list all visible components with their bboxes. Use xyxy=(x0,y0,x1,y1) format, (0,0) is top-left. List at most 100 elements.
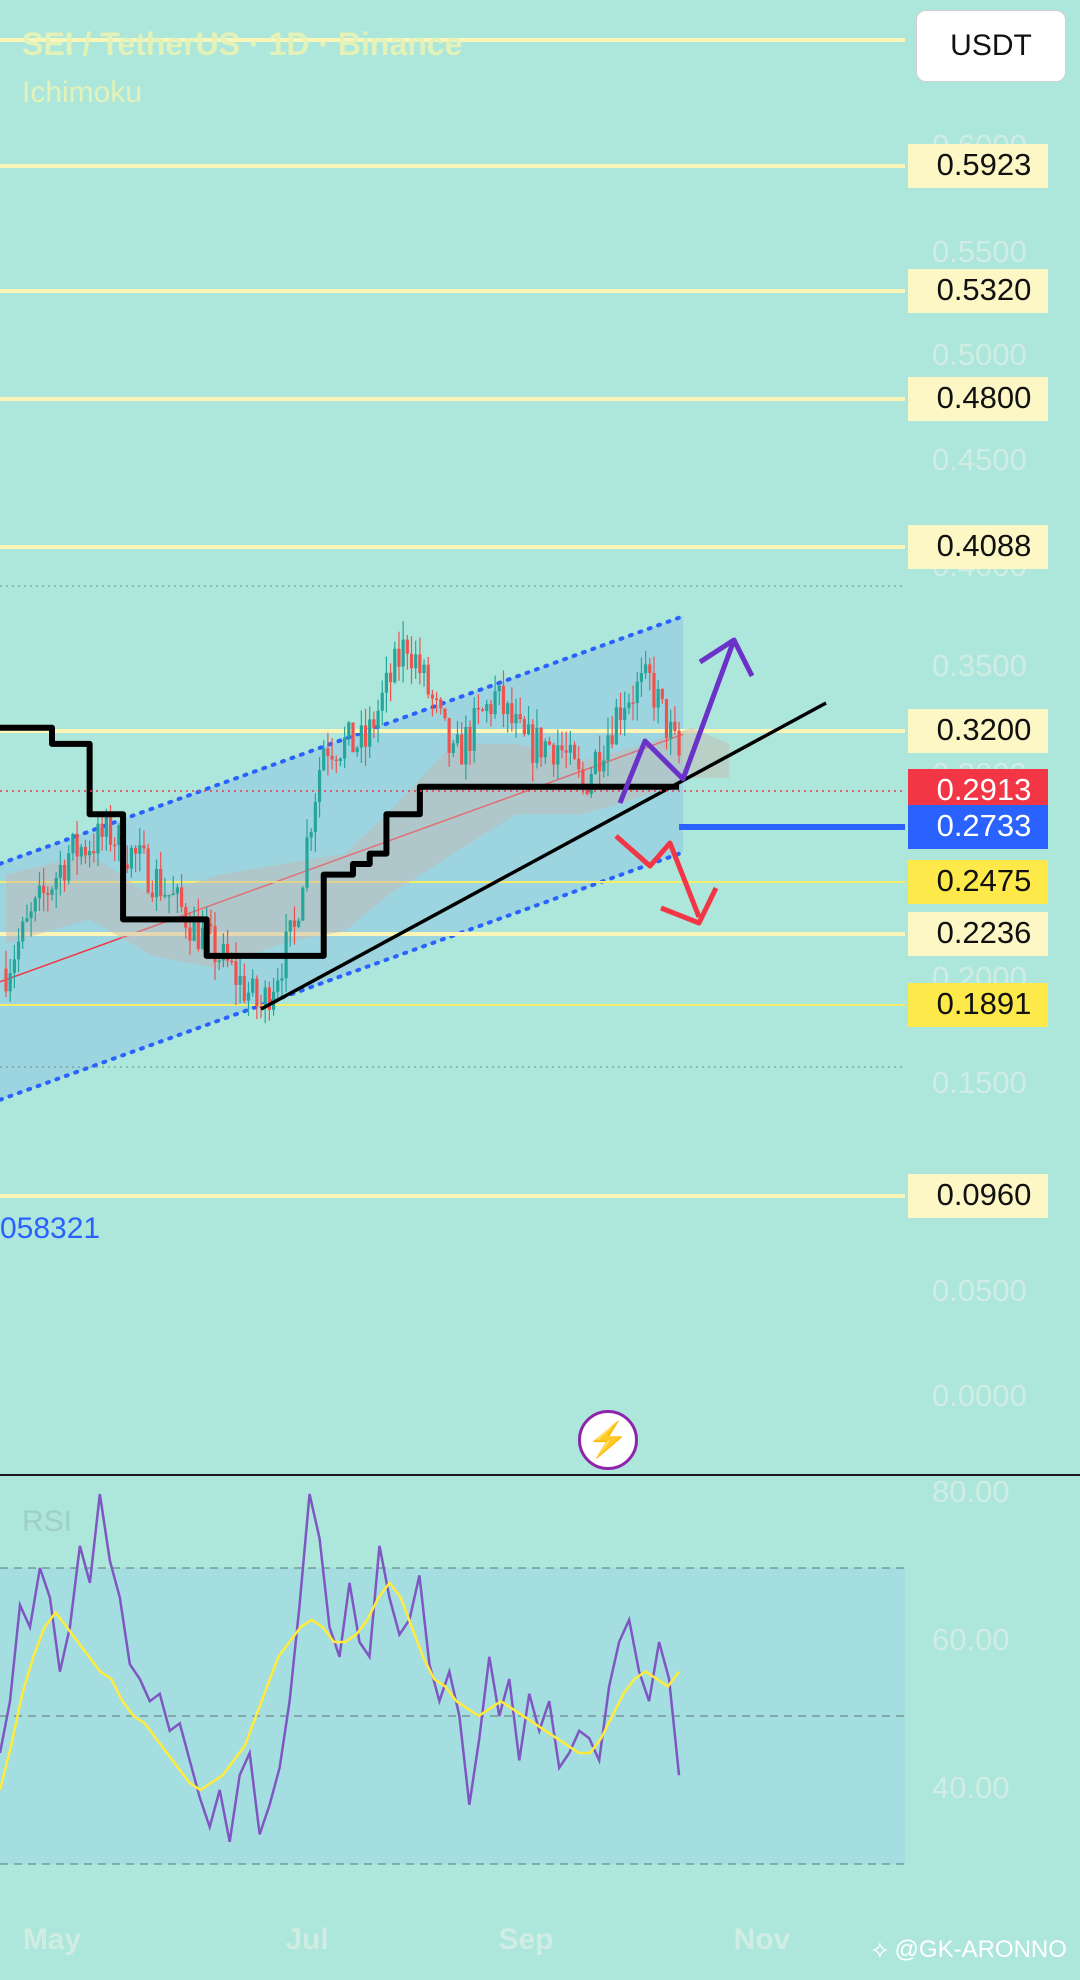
candle-body xyxy=(447,718,451,753)
candle-body xyxy=(188,927,192,941)
candle-body xyxy=(171,893,175,896)
candle-body xyxy=(606,735,610,761)
candle-body xyxy=(522,719,526,735)
candle-body xyxy=(639,673,644,682)
price-level-label: 0.3200 xyxy=(937,712,1032,747)
candle-body xyxy=(37,885,42,899)
channel-upper-line xyxy=(0,614,686,866)
candle-body xyxy=(476,707,480,710)
candle-body xyxy=(451,743,455,753)
candle-body xyxy=(656,689,660,708)
candle-body xyxy=(217,960,221,963)
candle-body xyxy=(134,847,138,854)
price-level-label: 0.2475 xyxy=(937,863,1032,898)
watermark-text: @GK-ARONNO xyxy=(894,1936,1067,1963)
candle-body xyxy=(418,654,422,674)
rising-trendline xyxy=(260,701,827,1011)
watermark: ⟡ @GK-ARONNO xyxy=(872,1936,1067,1963)
candle-body xyxy=(67,853,71,881)
candle-body xyxy=(129,847,134,869)
candle-body xyxy=(598,751,602,772)
candle-body xyxy=(104,816,108,837)
candle-body xyxy=(46,893,50,895)
price-level-badge xyxy=(908,912,1048,956)
candle-body xyxy=(209,924,213,927)
rsi-label: RSI xyxy=(22,1505,73,1538)
candle-body xyxy=(288,920,292,932)
candle-body xyxy=(635,681,639,704)
candle-body xyxy=(33,898,37,912)
candle-body xyxy=(501,685,506,715)
candle-body xyxy=(485,704,489,711)
candle-body xyxy=(602,760,606,772)
candle-body xyxy=(88,851,92,856)
candle-body xyxy=(305,837,309,888)
candle-body xyxy=(664,699,669,738)
candle-body xyxy=(29,911,33,919)
rsi-ma-line xyxy=(0,1580,681,1792)
candle-body xyxy=(443,708,447,719)
candle-body xyxy=(648,664,652,673)
candle-body xyxy=(150,892,154,898)
candle-body xyxy=(175,887,180,894)
candle-body xyxy=(234,961,238,985)
candle-body xyxy=(225,944,230,961)
candle-body xyxy=(62,865,67,881)
candle-body xyxy=(560,745,564,751)
candle-body xyxy=(117,825,121,846)
candle-body xyxy=(326,748,330,756)
bearish-arrowhead xyxy=(660,886,719,926)
candle-body xyxy=(259,1005,263,1009)
candle-body xyxy=(83,846,88,856)
candle-body xyxy=(322,748,326,771)
price-level-badge xyxy=(908,860,1048,904)
candle-body xyxy=(660,689,664,700)
candle-body xyxy=(389,672,393,683)
candle-body xyxy=(255,978,259,1006)
candle-body xyxy=(75,833,79,857)
candle-body xyxy=(200,927,205,949)
candle-body xyxy=(393,648,397,683)
candle-body xyxy=(192,916,196,941)
candle-body xyxy=(8,973,12,992)
candle-body xyxy=(409,653,414,669)
candle-body xyxy=(422,664,426,674)
candle-body xyxy=(221,944,225,961)
candle-body xyxy=(547,741,552,745)
indicator-label: Ichimoku xyxy=(22,76,143,109)
volume-readout: 058321 xyxy=(0,1212,101,1245)
candle-body xyxy=(4,968,8,992)
candle-body xyxy=(92,851,96,854)
currency-button[interactable]: USDT xyxy=(916,10,1066,82)
candle-body xyxy=(313,802,317,833)
candle-body xyxy=(16,941,21,960)
price-level-badge xyxy=(908,983,1048,1027)
candle-body xyxy=(251,978,255,993)
y-axis-tick-label: 0.5000 xyxy=(932,337,1027,372)
current-price-label: 0.2913 xyxy=(937,772,1032,807)
candle-body xyxy=(556,745,560,765)
candle-body xyxy=(497,685,501,692)
y-axis-tick-label: 0.1500 xyxy=(932,1065,1027,1100)
rsi-line xyxy=(0,1493,681,1843)
price-level-label: 0.5923 xyxy=(937,147,1032,182)
candle-body xyxy=(25,918,29,922)
candle-body xyxy=(238,975,242,985)
candle-body xyxy=(108,816,113,845)
candle-body xyxy=(368,719,372,747)
price-level-label: 0.0960 xyxy=(937,1177,1032,1212)
candle-body xyxy=(468,726,472,751)
candle-body xyxy=(79,846,83,857)
lightning-bolt-icon[interactable]: ⚡ xyxy=(578,1410,638,1470)
y-axis-tick-label: 0.4500 xyxy=(932,442,1027,477)
candle-body xyxy=(531,724,535,763)
candle-body xyxy=(113,844,117,847)
candle-body xyxy=(276,980,280,992)
channel-mid-line xyxy=(0,733,684,983)
candle-body xyxy=(510,703,514,724)
x-axis-tick-label: Nov xyxy=(734,1923,791,1956)
candle-body xyxy=(514,714,518,724)
y-axis-tick-label: 0.3500 xyxy=(932,648,1027,683)
bullish-arrowhead xyxy=(698,637,755,678)
candle-body xyxy=(673,721,677,731)
